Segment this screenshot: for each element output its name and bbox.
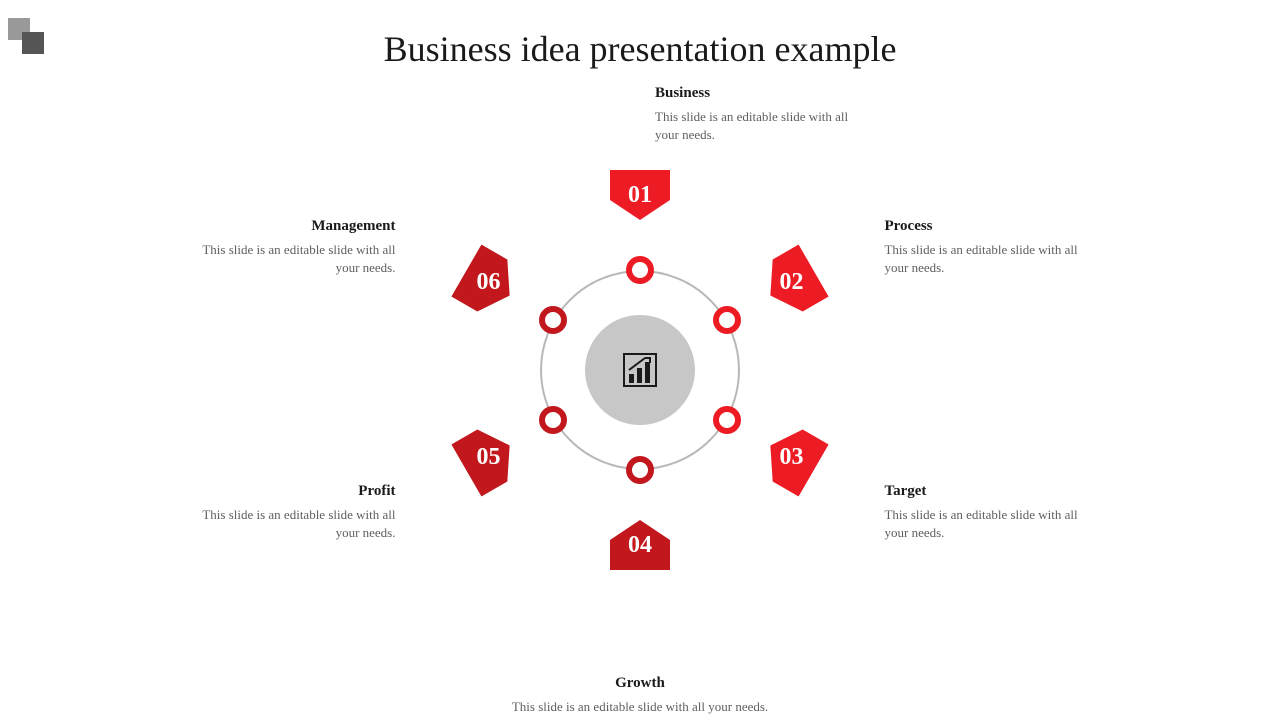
- label-desc: This slide is an editable slide with all…: [510, 698, 770, 716]
- node-ring-02: [713, 306, 741, 334]
- arrow-tag-03: 03: [742, 433, 842, 483]
- node-ring-03: [713, 406, 741, 434]
- label-title: Profit: [176, 483, 396, 500]
- bar-chart-growth-icon: [620, 350, 660, 390]
- label-management: Management This slide is an editable slid…: [176, 218, 396, 277]
- label-title: Growth: [510, 675, 770, 692]
- label-target: Target This slide is an editable slide wi…: [884, 483, 1104, 542]
- label-desc: This slide is an editable slide with all…: [176, 506, 396, 542]
- label-title: Management: [176, 218, 396, 235]
- label-title: Business: [655, 85, 875, 102]
- arrow-number: 02: [780, 269, 804, 296]
- label-title: Process: [884, 218, 1104, 235]
- arrow-number: 04: [628, 532, 652, 559]
- label-desc: This slide is an editable slide with all…: [884, 241, 1104, 277]
- page-title: Business idea presentation example: [0, 28, 1280, 70]
- label-profit: Profit This slide is an editable slide wi…: [176, 483, 396, 542]
- node-ring-01: [626, 256, 654, 284]
- radial-diagram: 01BusinessThis slide is an editable slid…: [0, 110, 1280, 690]
- arrow-tag-06: 06: [438, 258, 538, 308]
- node-ring-06: [539, 306, 567, 334]
- arrow-tag-05: 05: [438, 433, 538, 483]
- node-ring-05: [539, 406, 567, 434]
- label-process: Process This slide is an editable slide w…: [884, 218, 1104, 277]
- center-disc: [585, 315, 695, 425]
- arrow-number: 03: [780, 444, 804, 471]
- arrow-number: 06: [476, 269, 500, 296]
- node-ring-04: [626, 456, 654, 484]
- label-title: Target: [884, 483, 1104, 500]
- arrow-number: 05: [476, 444, 500, 471]
- label-desc: This slide is an editable slide with all…: [884, 506, 1104, 542]
- label-business: Business This slide is an editable slide …: [655, 85, 875, 144]
- arrow-tag-04: 04: [590, 520, 690, 570]
- arrow-tag-02: 02: [742, 258, 842, 308]
- label-desc: This slide is an editable slide with all…: [655, 108, 875, 144]
- label-desc: This slide is an editable slide with all…: [176, 241, 396, 277]
- arrow-tag-01: 01: [590, 170, 690, 220]
- label-growth: Growth This slide is an editable slide wi…: [510, 675, 770, 716]
- arrow-number: 01: [628, 182, 652, 209]
